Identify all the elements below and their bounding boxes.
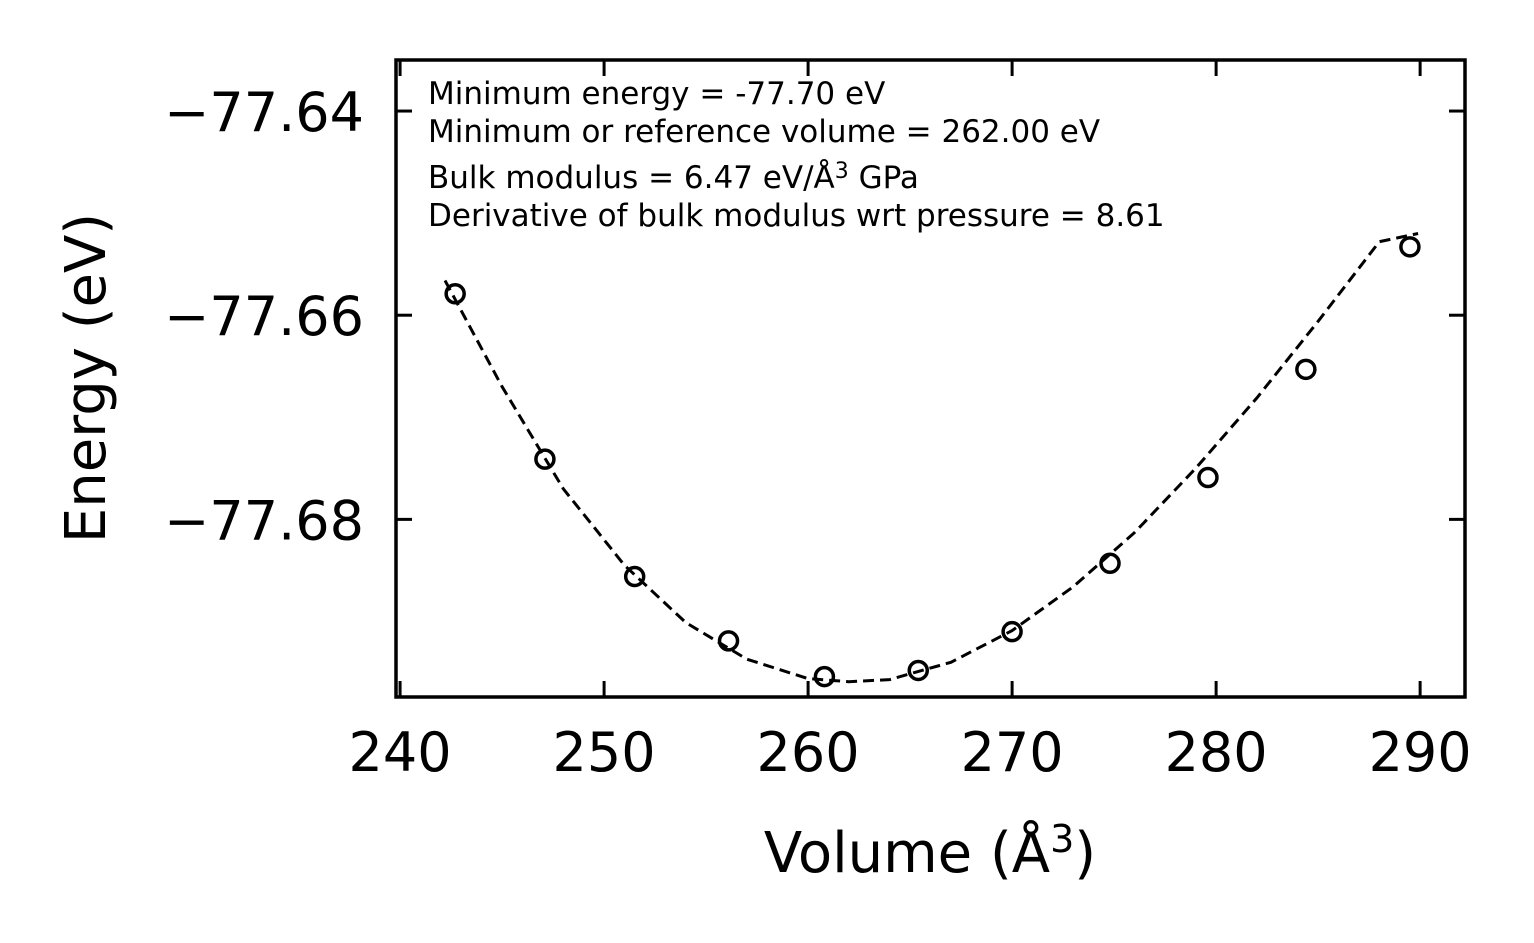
x-axis-label-close: ) bbox=[1074, 821, 1096, 886]
data-point bbox=[1295, 358, 1317, 381]
fit-layer bbox=[443, 232, 1419, 684]
x-axis-label-text: Volume (Å bbox=[764, 820, 1050, 886]
fit-curve bbox=[443, 232, 1419, 684]
y-axis-label: Energy (eV) bbox=[54, 213, 119, 543]
x-axis-label-superscript: 3 bbox=[1050, 817, 1074, 861]
annotation-bulk-derivative: Derivative of bulk modulus wrt pressure … bbox=[428, 198, 1165, 234]
y-tick-label: −77.64 bbox=[164, 81, 364, 144]
x-tick-label: 280 bbox=[1165, 721, 1268, 784]
data-point bbox=[1399, 236, 1421, 258]
y-tick-label: −77.66 bbox=[164, 285, 364, 348]
annotation-min-volume: Minimum or reference volume = 262.00 eV bbox=[428, 114, 1100, 150]
y-tick-labels: −77.64 −77.66 −77.68 bbox=[164, 81, 364, 552]
data-point bbox=[1197, 466, 1219, 489]
points-layer bbox=[444, 236, 1421, 688]
x-tick-label: 240 bbox=[349, 721, 452, 784]
data-point bbox=[623, 565, 646, 588]
x-tick-label: 250 bbox=[553, 721, 656, 784]
annotation-bulk-modulus-unit: GPa bbox=[849, 160, 919, 196]
annotation-bulk-modulus-text: Bulk modulus = 6.47 eV/Å bbox=[428, 160, 835, 196]
x-tick-label: 270 bbox=[961, 721, 1064, 784]
data-point bbox=[444, 283, 466, 305]
x-tick-label: 260 bbox=[757, 721, 860, 784]
data-point bbox=[813, 665, 836, 688]
data-point bbox=[717, 630, 740, 652]
annotation-bulk-modulus-superscript: 3 bbox=[835, 159, 849, 184]
x-axis-label: Volume (Å3) bbox=[764, 817, 1096, 886]
annotation-min-energy: Minimum energy = -77.70 eV bbox=[428, 76, 885, 112]
data-point bbox=[534, 448, 556, 470]
x-tick-label: 290 bbox=[1369, 721, 1472, 784]
data-point bbox=[1001, 620, 1023, 643]
fit-annotation: Minimum energy = -77.70 eV Minimum or re… bbox=[428, 76, 1165, 234]
x-tick-labels: 240 250 260 270 280 290 bbox=[349, 721, 1472, 784]
y-tick-label: −77.68 bbox=[164, 489, 364, 552]
annotation-bulk-modulus: Bulk modulus = 6.47 eV/Å3 GPa bbox=[428, 159, 919, 196]
data-point bbox=[907, 659, 930, 682]
plot-frame bbox=[394, 58, 1467, 699]
data-point bbox=[1099, 552, 1121, 575]
ticks-layer bbox=[396, 60, 1465, 697]
